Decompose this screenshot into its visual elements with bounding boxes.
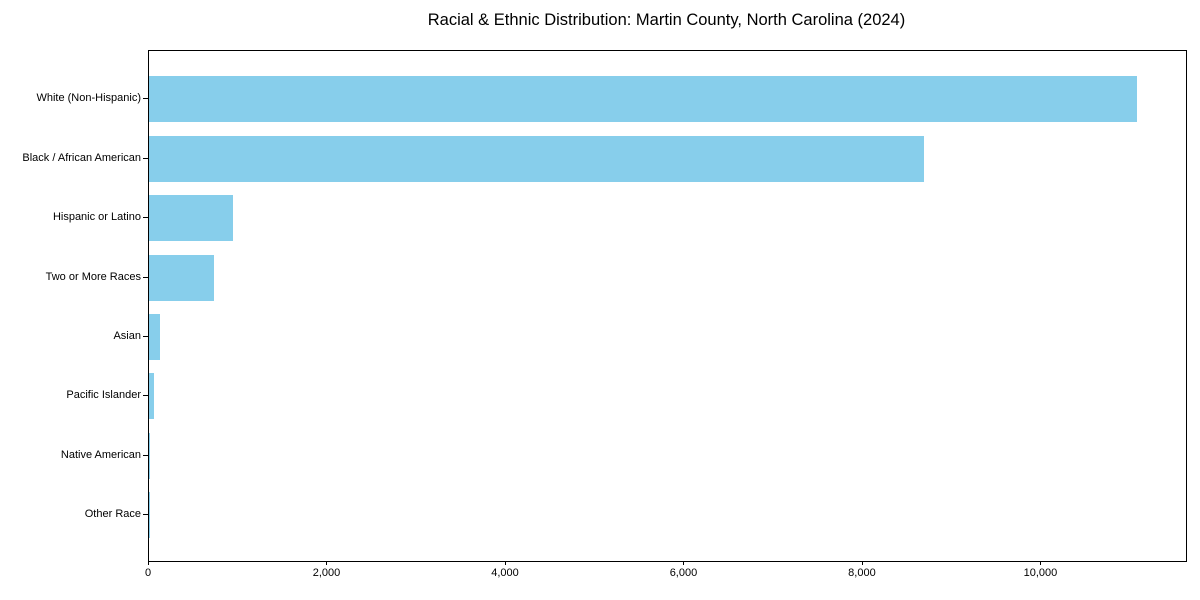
- y-tick-hispanic-or-latino: [143, 217, 148, 219]
- x-tick-2000: [326, 561, 328, 565]
- x-tick-label-6000: 6,000: [669, 567, 698, 579]
- bar-white-non-hispanic: [149, 76, 1137, 123]
- y-label-other-race: Other Race: [84, 508, 141, 521]
- x-tick-label-10000: 10,000: [1023, 567, 1058, 579]
- bar-native-american: [149, 432, 151, 479]
- y-tick-white-non-hispanic: [143, 98, 148, 100]
- x-tick-8000: [861, 561, 863, 565]
- y-label-two-or-more-races: Two or More Races: [45, 270, 141, 283]
- x-tick-6000: [683, 561, 685, 565]
- x-tick-label-4000: 4,000: [491, 567, 519, 579]
- y-tick-black-african-american: [143, 157, 148, 159]
- bar-asian: [149, 314, 161, 361]
- y-tick-pacific-islander: [143, 395, 148, 397]
- y-label-native-american: Native American: [60, 448, 141, 461]
- y-label-asian: Asian: [113, 330, 141, 343]
- bar-other-race: [149, 492, 150, 539]
- x-tick-label-8000: 8,000: [848, 567, 876, 579]
- y-label-hispanic-or-latino: Hispanic or Latino: [52, 211, 141, 224]
- x-tick-label-0: 0: [144, 567, 152, 579]
- x-tick-0: [148, 561, 149, 565]
- x-tick-10000: [1040, 561, 1042, 565]
- y-tick-native-american: [143, 454, 148, 456]
- y-label-pacific-islander: Pacific Islander: [66, 389, 141, 402]
- y-tick-other-race: [143, 514, 148, 516]
- bar-two-or-more-races: [149, 254, 215, 301]
- x-tick-label-2000: 2,000: [312, 567, 341, 579]
- x-tick-4000: [504, 561, 506, 565]
- plot-area: [148, 50, 1187, 562]
- y-label-white-non-hispanic: White (Non-Hispanic): [36, 92, 141, 105]
- y-tick-asian: [143, 336, 148, 338]
- y-label-black-african-american: Black / African American: [22, 151, 141, 164]
- bar-black-african-american: [149, 135, 924, 182]
- bar-pacific-islander: [149, 373, 154, 420]
- bar-hispanic-or-latino: [149, 195, 234, 242]
- chart-title: Racial & Ethnic Distribution: Martin Cou…: [427, 11, 906, 29]
- y-tick-two-or-more-races: [143, 276, 148, 278]
